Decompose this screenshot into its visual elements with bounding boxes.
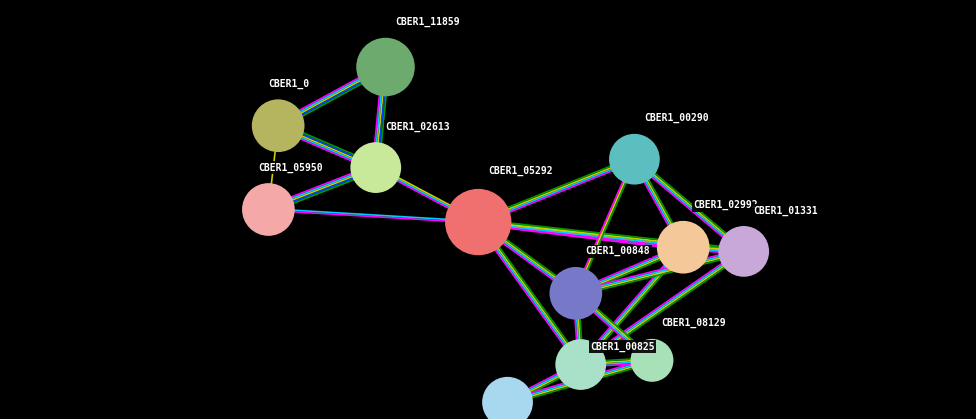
Ellipse shape <box>482 377 533 419</box>
Text: CBER1_05292: CBER1_05292 <box>488 166 552 176</box>
Ellipse shape <box>657 221 710 274</box>
Ellipse shape <box>549 267 602 320</box>
Text: CBER1_08129: CBER1_08129 <box>662 318 726 328</box>
Ellipse shape <box>252 99 305 152</box>
Text: CBER1_05950: CBER1_05950 <box>259 163 323 173</box>
Text: CBER1_01331: CBER1_01331 <box>753 205 818 215</box>
Ellipse shape <box>356 38 415 96</box>
Ellipse shape <box>630 339 673 382</box>
Text: CBER1_02992: CBER1_02992 <box>693 200 757 210</box>
Text: CBER1_11859: CBER1_11859 <box>395 17 460 27</box>
Text: CBER1_00848: CBER1_00848 <box>586 246 650 256</box>
Ellipse shape <box>718 226 769 277</box>
Ellipse shape <box>445 189 511 255</box>
Ellipse shape <box>350 142 401 193</box>
Text: CBER1_0: CBER1_0 <box>268 79 309 89</box>
Ellipse shape <box>242 183 295 236</box>
Text: CBER1_00825: CBER1_00825 <box>590 341 655 352</box>
Ellipse shape <box>555 339 606 390</box>
Ellipse shape <box>609 134 660 185</box>
Text: CBER1_02613: CBER1_02613 <box>386 122 450 132</box>
Text: CBER1_00290: CBER1_00290 <box>644 113 709 123</box>
